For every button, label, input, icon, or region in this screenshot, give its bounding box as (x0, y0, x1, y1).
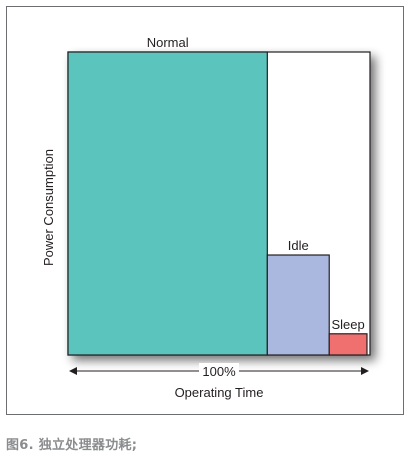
x-range-label-bg (199, 363, 239, 379)
bar-label-sleep: Sleep (331, 317, 364, 332)
x-axis-label: Operating Time (175, 385, 264, 400)
bar-idle (266, 254, 330, 356)
power-chart: Normal Idle Sleep Power Consumption 100% O… (41, 35, 371, 400)
bar-normal (67, 51, 268, 356)
bar-sleep (328, 333, 368, 356)
x-range-label: 100% (202, 364, 236, 379)
figure-caption: 图6. 独立处理器功耗; (6, 438, 138, 453)
bar-label-idle: Idle (288, 238, 309, 253)
y-axis-label: Power Consumption (41, 149, 56, 266)
bar-label-normal: Normal (147, 35, 189, 50)
